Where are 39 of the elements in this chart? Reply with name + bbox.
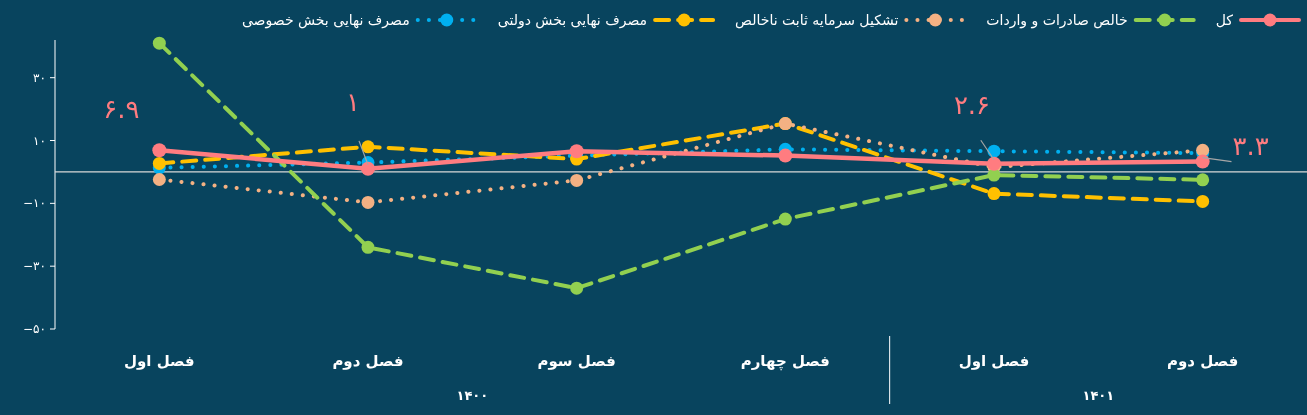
point [778,212,792,226]
point [987,156,1001,171]
point [1196,194,1210,208]
y-tick-label: ۳۰ [33,70,46,85]
point [570,173,584,187]
point [361,161,375,176]
x-tick-label: فصل دوم [332,352,404,370]
text: ۱۴۰۰ [456,388,489,403]
x-tick-label: فصل اول [123,352,195,370]
y-tick-label: −۳۰ [23,259,46,274]
legend-label: خالص صادرات و واردات [986,12,1128,29]
x-tick-label: فصل اول [958,352,1030,370]
point [778,148,793,163]
point [152,156,166,170]
data-label: ۳.۳ [1232,130,1269,161]
point [152,36,166,50]
point [152,172,166,186]
data-label: ۱ [346,86,360,117]
point [152,143,167,158]
y-tick-label: −۱۰ [23,196,46,211]
point [570,281,584,295]
y-tick-label: ۱۰ [33,133,46,148]
point [987,187,1001,201]
data-label: ۶.۹ [103,94,140,125]
data-label: ۲.۶ [953,89,991,120]
point [1196,173,1210,187]
point [361,140,375,154]
legend-label: مصرف نهایی بخش خصوصی [241,12,410,29]
x-tick-label: فصل چهارم [740,352,830,371]
text: ۱۴۰۱ [1082,388,1115,403]
point [361,195,375,209]
legend-label: کل [1215,12,1234,28]
point [569,144,584,159]
point [361,240,375,254]
x-tick-label: فصل سوم [537,352,616,370]
legend-label: مصرف نهایی بخش دولتی [497,12,648,29]
legend-label: تشکیل سرمایه ثابت ناخالص [735,12,899,29]
y-tick-label: −۵۰ [23,322,46,336]
x-tick-label: فصل دوم [1167,352,1239,370]
